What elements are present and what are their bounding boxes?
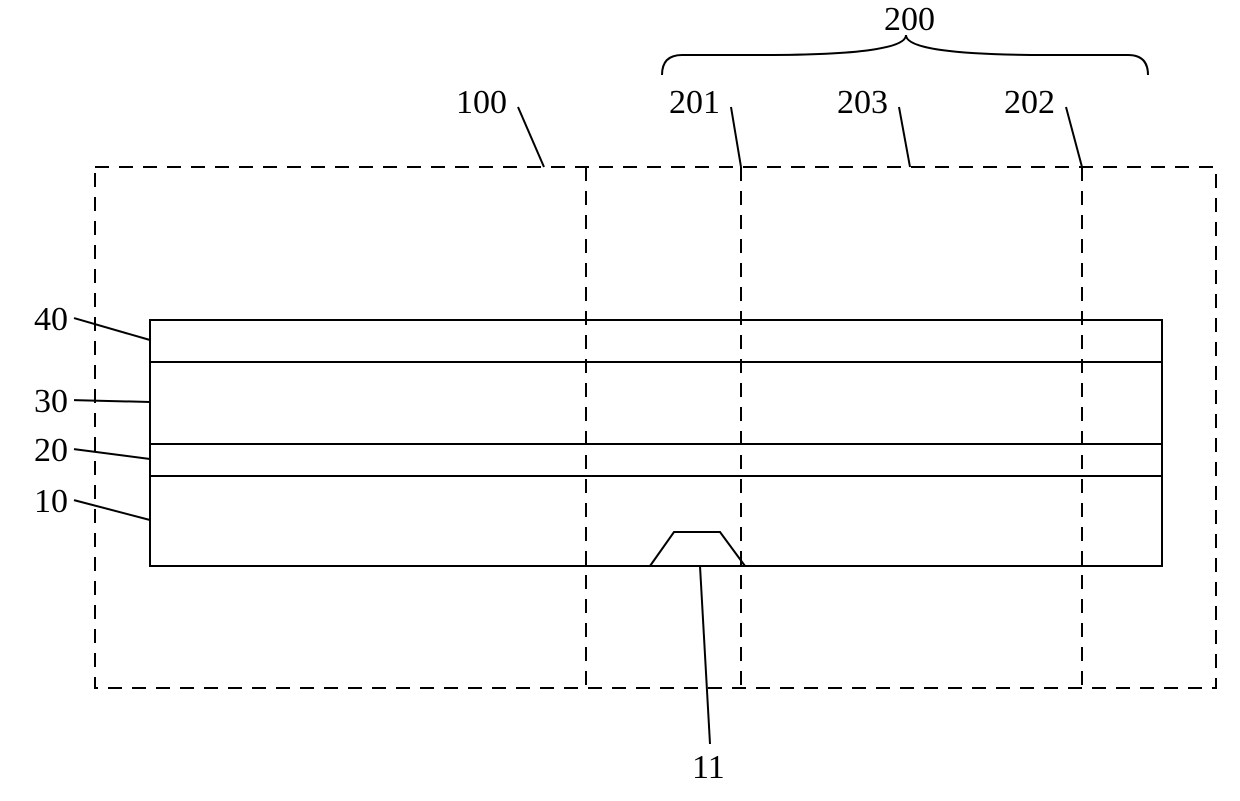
label-100: 100 [456, 84, 507, 121]
leader-201 [731, 107, 741, 167]
leader-202 [1066, 107, 1082, 167]
label-40: 40 [34, 301, 68, 338]
label-10: 10 [34, 483, 68, 520]
leader-40 [74, 318, 150, 340]
leader-30 [74, 400, 150, 402]
leader-203 [899, 107, 910, 167]
brace-200 [662, 35, 1148, 75]
label-201: 201 [669, 84, 720, 121]
label-30: 30 [34, 383, 68, 420]
label-203: 203 [837, 84, 888, 121]
label-200: 200 [884, 1, 935, 38]
label-11: 11 [692, 749, 725, 786]
notch-11 [650, 532, 745, 566]
outer-dashed-box [95, 167, 1216, 688]
leader-11 [700, 566, 710, 744]
label-202: 202 [1004, 84, 1055, 121]
leader-10 [74, 500, 150, 520]
leader-100 [518, 107, 544, 167]
leader-20 [74, 449, 150, 459]
label-20: 20 [34, 432, 68, 469]
